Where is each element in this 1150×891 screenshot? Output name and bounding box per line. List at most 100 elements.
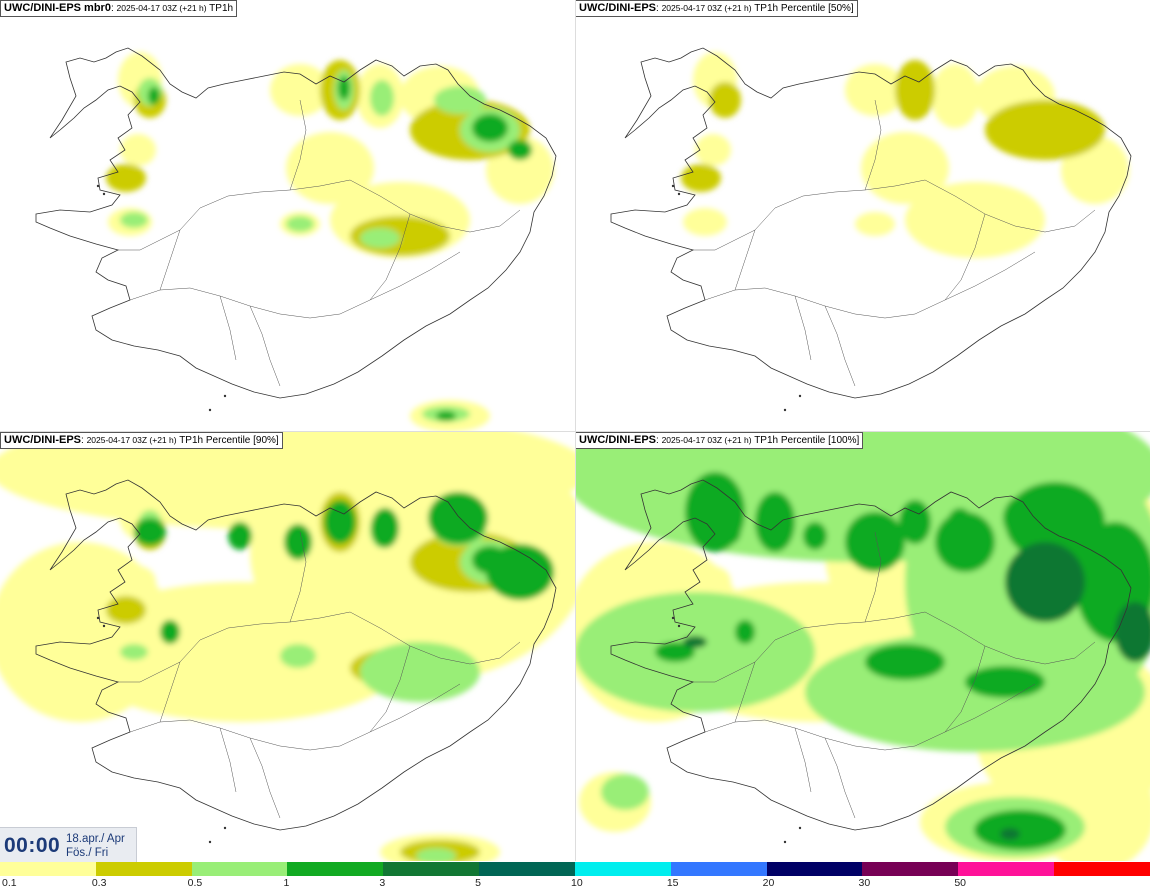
precip-cell	[855, 212, 895, 236]
panel-divider-vertical	[575, 0, 576, 861]
colorbar-swatch	[670, 862, 767, 876]
map-panel-p100[interactable]: UWC/DINI-EPS: 2025-04-17 03Z (+21 h) TP1…	[575, 432, 1150, 863]
colorbar-label: 0.5	[187, 877, 203, 889]
precip-cell	[695, 644, 723, 660]
precip-cell	[148, 87, 160, 105]
precip-cell	[416, 848, 456, 861]
coastline	[35, 479, 557, 831]
map-panel-mbr0[interactable]: UWC/DINI-EPS mbr0: 2025-04-17 03Z (+21 h…	[0, 0, 575, 431]
island-dot	[208, 408, 212, 412]
road-line	[944, 645, 986, 733]
colorbar-swatch	[1054, 862, 1150, 876]
coastline	[610, 47, 1132, 399]
precip-cell	[106, 164, 146, 192]
model-label: UWC/DINI-EPS mbr0	[4, 2, 111, 14]
precip-cell	[1005, 542, 1085, 622]
colorbar-label: 30	[858, 877, 871, 889]
field-label: TP1h	[209, 3, 234, 14]
colorbar-swatch	[862, 862, 959, 876]
colorbar-label: 0.3	[91, 877, 107, 889]
precip-cell	[985, 100, 1105, 160]
road-line	[349, 611, 521, 665]
precip-cell	[865, 644, 945, 680]
road-line	[734, 611, 926, 723]
precip-cell	[861, 132, 949, 204]
precip-cell	[685, 472, 745, 552]
road-line	[369, 213, 411, 301]
precip-cell	[695, 566, 731, 598]
road-line	[219, 295, 237, 361]
colorbar-label: 10	[571, 877, 583, 889]
precip-cell	[709, 82, 741, 118]
precip-cell	[845, 512, 905, 572]
precip-cell	[681, 164, 721, 192]
precip-cell	[803, 522, 827, 550]
map-panel-p90[interactable]: UWC/DINI-EPS: 2025-04-17 03Z (+21 h) TP1…	[0, 432, 575, 863]
precip-cell	[284, 524, 312, 560]
run-label: 2025-04-17 03Z (+21 h)	[661, 3, 752, 13]
colorbar-swatch	[958, 862, 1055, 876]
precip-cell	[160, 620, 180, 644]
map-panel-p50[interactable]: UWC/DINI-EPS: 2025-04-17 03Z (+21 h) TP1…	[575, 0, 1150, 431]
precip-cell	[286, 564, 374, 636]
panel-title-p50: UWC/DINI-EPS: 2025-04-17 03Z (+21 h) TP1…	[575, 0, 858, 17]
precipitation-field	[681, 52, 1129, 258]
precip-cell	[360, 642, 480, 702]
colorbar-label: 0.1	[2, 877, 17, 889]
valid-weekday: Fös./ Fri	[66, 847, 109, 859]
road-line	[734, 179, 926, 291]
island-dot	[96, 184, 100, 188]
precip-cell	[120, 212, 148, 228]
run-label: 2025-04-17 03Z (+21 h)	[86, 435, 177, 445]
precip-cell	[120, 566, 156, 598]
precip-cell	[655, 642, 695, 662]
precip-cell	[735, 620, 755, 644]
road-line	[924, 611, 1096, 665]
run-label: 2025-04-17 03Z (+21 h)	[116, 3, 207, 13]
road-line	[289, 531, 307, 623]
precipitation-field	[575, 432, 1150, 861]
precip-cell	[965, 666, 1045, 698]
precipitation-field	[0, 432, 575, 861]
precip-cell	[905, 182, 1045, 258]
island-dot	[671, 616, 675, 620]
coastline	[35, 47, 557, 399]
road-line	[693, 661, 756, 683]
colorbar-swatch	[479, 862, 575, 876]
road-line	[704, 251, 1036, 319]
road-line	[794, 727, 812, 793]
model-label: UWC/DINI-EPS	[4, 434, 81, 446]
map-canvas-p50	[610, 47, 1132, 412]
precip-cell	[683, 636, 707, 648]
panel-title-mbr0: UWC/DINI-EPS mbr0: 2025-04-17 03Z (+21 h…	[0, 0, 238, 17]
model-label: UWC/DINI-EPS	[579, 434, 656, 446]
precip-cell	[845, 64, 905, 116]
road-line	[249, 305, 281, 387]
island-dot	[102, 192, 106, 196]
precip-cell	[935, 512, 995, 572]
island-dot	[798, 826, 802, 830]
map-canvas-mbr0	[35, 47, 557, 431]
island-dot	[208, 840, 212, 844]
panel-title-p90: UWC/DINI-EPS: 2025-04-17 03Z (+21 h) TP1…	[0, 432, 283, 449]
colorbar-labels: 0.1 0.3 0.5 1 3 5 10 15 20 30 50	[0, 876, 1150, 891]
island-dot	[783, 840, 787, 844]
island-dot	[96, 616, 100, 620]
map-canvas-p100	[575, 432, 1150, 861]
precip-cell	[931, 64, 979, 128]
precip-cell	[360, 228, 400, 248]
precip-cell	[371, 508, 399, 548]
model-label: UWC/DINI-EPS	[579, 2, 656, 14]
precip-cell	[974, 810, 1066, 850]
road-line	[349, 179, 521, 233]
colorbar-label: 5	[475, 877, 481, 889]
precip-cell	[895, 60, 935, 120]
run-label: 2025-04-17 03Z (+21 h)	[661, 435, 752, 445]
precip-cell	[436, 411, 456, 421]
road-line	[864, 99, 882, 191]
precip-cell	[228, 522, 252, 550]
precip-cell	[1000, 828, 1020, 840]
road-line	[794, 295, 812, 361]
precip-cell	[270, 496, 330, 548]
colorbar-label: 15	[666, 877, 679, 889]
